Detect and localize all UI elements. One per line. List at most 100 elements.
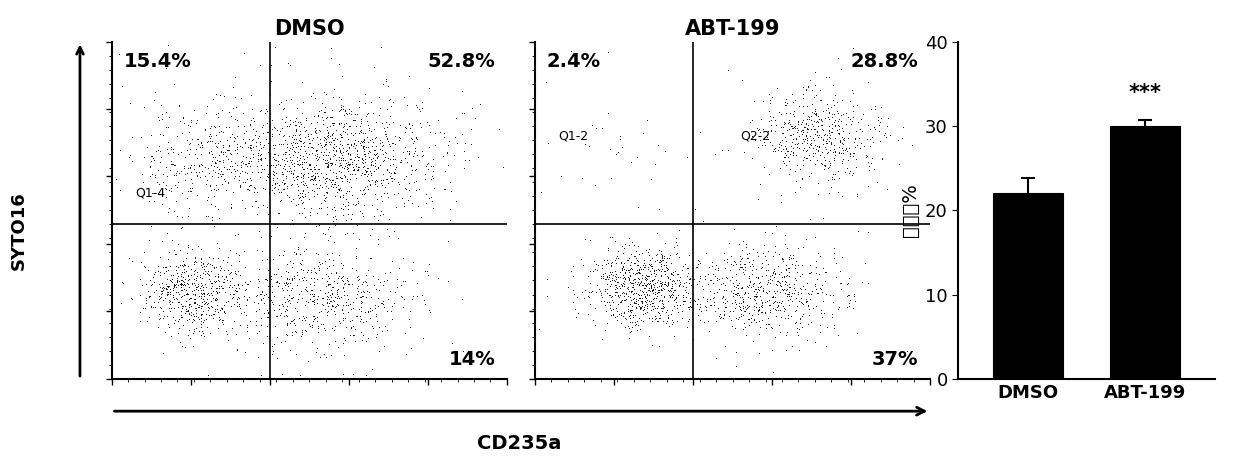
- Point: [642, 317, 662, 325]
- Point: [342, 211, 362, 218]
- Point: [595, 288, 615, 295]
- Point: [355, 151, 374, 158]
- Point: [393, 277, 413, 285]
- Point: [766, 307, 786, 314]
- Point: [645, 302, 665, 310]
- Point: [606, 307, 626, 314]
- Point: [399, 307, 419, 315]
- Point: [384, 299, 404, 307]
- Point: [781, 312, 801, 320]
- Point: [155, 294, 175, 301]
- Point: [833, 149, 853, 157]
- Point: [644, 300, 663, 307]
- Point: [749, 306, 769, 314]
- Point: [172, 113, 192, 121]
- Point: [286, 127, 306, 134]
- Point: [351, 298, 371, 305]
- Point: [160, 277, 180, 284]
- Point: [263, 161, 283, 169]
- Point: [805, 118, 825, 125]
- Point: [728, 289, 748, 296]
- Point: [304, 318, 324, 325]
- Point: [734, 291, 754, 298]
- Point: [732, 299, 751, 306]
- Point: [148, 146, 167, 154]
- Point: [727, 284, 746, 291]
- Point: [213, 143, 233, 151]
- Point: [759, 170, 779, 177]
- Point: [660, 286, 680, 294]
- Point: [303, 137, 322, 144]
- Point: [279, 282, 299, 290]
- Point: [766, 288, 786, 295]
- Point: [660, 294, 680, 301]
- Point: [837, 292, 857, 299]
- Point: [872, 154, 892, 161]
- Point: [414, 296, 434, 304]
- Point: [579, 268, 599, 275]
- Point: [379, 162, 399, 169]
- Point: [134, 190, 154, 197]
- Point: [611, 312, 631, 319]
- Point: [828, 149, 848, 156]
- Point: [802, 108, 822, 115]
- Point: [622, 295, 642, 302]
- Point: [713, 292, 733, 300]
- Point: [352, 158, 372, 166]
- Point: [600, 268, 620, 276]
- Point: [673, 298, 693, 305]
- Point: [420, 128, 440, 136]
- Point: [357, 287, 377, 295]
- Point: [773, 258, 792, 265]
- Point: [563, 262, 583, 269]
- Point: [200, 130, 219, 138]
- Point: [257, 322, 277, 329]
- Point: [356, 293, 376, 301]
- Point: [277, 305, 296, 313]
- Point: [394, 295, 414, 303]
- Point: [334, 261, 353, 268]
- Point: [737, 302, 756, 309]
- Point: [312, 260, 332, 267]
- Point: [639, 265, 658, 273]
- Point: [766, 121, 786, 128]
- Point: [794, 109, 813, 117]
- Point: [285, 249, 305, 256]
- Point: [620, 272, 640, 280]
- Point: [268, 265, 288, 273]
- Point: [336, 299, 356, 306]
- Point: [288, 153, 308, 161]
- Point: [608, 149, 627, 156]
- Point: [828, 305, 848, 313]
- Point: [652, 296, 672, 304]
- Point: [608, 252, 627, 260]
- Point: [273, 170, 293, 178]
- Point: [785, 308, 805, 315]
- Point: [308, 275, 327, 283]
- Point: [624, 269, 644, 276]
- Point: [657, 297, 677, 304]
- Point: [352, 142, 372, 150]
- Point: [187, 268, 207, 275]
- Point: [774, 273, 794, 280]
- Point: [413, 334, 433, 342]
- Point: [753, 249, 773, 257]
- Point: [299, 321, 319, 328]
- Point: [381, 112, 401, 119]
- Point: [811, 309, 831, 316]
- Point: [191, 246, 211, 253]
- Point: [387, 283, 407, 291]
- Point: [619, 302, 639, 310]
- Point: [281, 216, 301, 224]
- Point: [229, 257, 249, 265]
- Point: [753, 259, 773, 267]
- Point: [650, 282, 670, 290]
- Point: [606, 288, 626, 296]
- Point: [702, 258, 722, 266]
- Point: [808, 122, 828, 130]
- Point: [386, 155, 405, 163]
- Point: [195, 266, 215, 273]
- Point: [828, 303, 848, 310]
- Point: [806, 110, 826, 118]
- Point: [394, 329, 414, 336]
